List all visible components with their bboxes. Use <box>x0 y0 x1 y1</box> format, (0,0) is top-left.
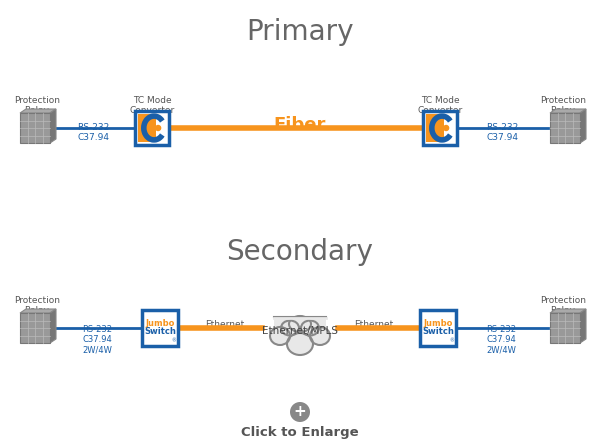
Text: Ethernet: Ethernet <box>205 320 245 329</box>
Text: RS-232
C37.94
2W/4W: RS-232 C37.94 2W/4W <box>487 325 517 355</box>
Ellipse shape <box>287 333 313 355</box>
Text: Jumbo: Jumbo <box>424 318 452 328</box>
Circle shape <box>155 126 161 131</box>
Text: +: + <box>293 404 307 419</box>
Text: Primary: Primary <box>246 18 354 46</box>
Text: RS-232
C37.94
2W/4W: RS-232 C37.94 2W/4W <box>83 325 113 355</box>
FancyBboxPatch shape <box>423 111 457 145</box>
Text: Switch: Switch <box>144 328 176 336</box>
Circle shape <box>290 402 310 422</box>
Text: Jumbo: Jumbo <box>145 318 175 328</box>
Text: Fiber: Fiber <box>274 116 326 134</box>
Ellipse shape <box>301 321 319 336</box>
Polygon shape <box>20 109 56 113</box>
Text: Ethernet/MPLS: Ethernet/MPLS <box>262 326 338 336</box>
Text: Ethernet: Ethernet <box>355 320 394 329</box>
FancyBboxPatch shape <box>138 114 155 142</box>
Text: Protection
Relay: Protection Relay <box>14 96 60 116</box>
Text: RS-232
C37.94: RS-232 C37.94 <box>77 123 110 142</box>
Text: Click to Enlarge: Click to Enlarge <box>241 426 359 439</box>
Text: ®: ® <box>449 338 454 343</box>
Text: RS-232
C37.94: RS-232 C37.94 <box>487 123 518 142</box>
Polygon shape <box>20 113 50 143</box>
FancyBboxPatch shape <box>420 310 456 346</box>
Ellipse shape <box>310 327 330 345</box>
Polygon shape <box>550 313 580 343</box>
Polygon shape <box>550 113 580 143</box>
Polygon shape <box>550 309 586 313</box>
FancyBboxPatch shape <box>142 310 178 346</box>
Text: Protection
Relay: Protection Relay <box>540 296 586 315</box>
Ellipse shape <box>289 316 311 332</box>
Text: Switch: Switch <box>422 328 454 336</box>
Circle shape <box>443 126 449 131</box>
Polygon shape <box>550 109 586 113</box>
Polygon shape <box>50 309 56 343</box>
Polygon shape <box>50 109 56 143</box>
Ellipse shape <box>281 321 299 336</box>
Polygon shape <box>580 109 586 143</box>
FancyBboxPatch shape <box>135 111 169 145</box>
FancyBboxPatch shape <box>426 114 443 142</box>
FancyBboxPatch shape <box>274 318 326 332</box>
Polygon shape <box>20 313 50 343</box>
Polygon shape <box>20 309 56 313</box>
Ellipse shape <box>270 327 290 345</box>
Text: Secondary: Secondary <box>227 238 373 266</box>
Text: Protection
Relay: Protection Relay <box>14 296 60 315</box>
Text: Protection
Relay: Protection Relay <box>540 96 586 116</box>
Text: ®: ® <box>172 338 176 343</box>
Text: TC Mode
Converter: TC Mode Converter <box>130 96 175 116</box>
Text: TC Mode
Converter: TC Mode Converter <box>418 96 463 116</box>
Polygon shape <box>580 309 586 343</box>
